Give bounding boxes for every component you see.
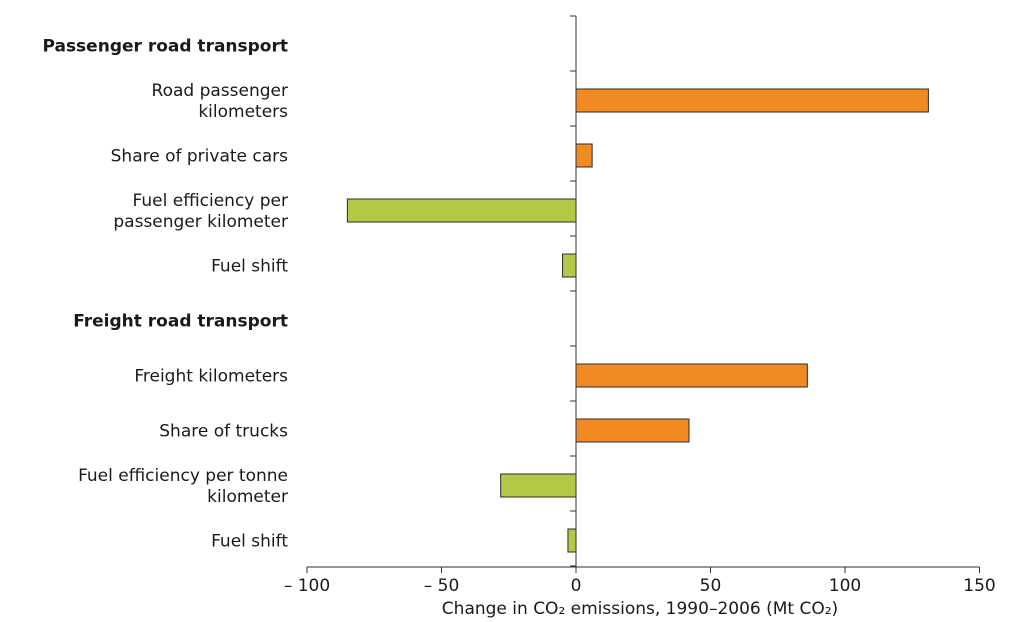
group-label: Passenger road transport — [42, 37, 288, 57]
x-axis-label: Change in CO₂ emissions, 1990–2006 (Mt C… — [442, 599, 838, 619]
bar — [346, 198, 577, 223]
bar — [575, 418, 690, 443]
category-label: Fuel shift — [211, 257, 288, 277]
bar — [562, 253, 577, 278]
category-label: Fuel efficiency per passenger kilometer — [113, 191, 288, 232]
group-label: Freight road transport — [73, 312, 288, 332]
bar — [567, 528, 577, 553]
bar — [575, 143, 593, 168]
category-label: Road passenger kilometers — [152, 81, 289, 122]
category-label: Fuel shift — [211, 532, 288, 552]
category-label: Share of trucks — [159, 422, 288, 442]
category-label: Share of private cars — [111, 147, 289, 167]
x-tick-label: – 100 — [284, 576, 330, 596]
bar — [575, 88, 929, 113]
x-tick-label: 150 — [963, 576, 995, 596]
category-label: Freight kilometers — [134, 367, 288, 387]
category-label: Fuel efficiency per tonne kilometer — [78, 466, 288, 507]
x-tick-label: 0 — [571, 576, 582, 596]
bars-layer — [346, 88, 929, 553]
category-labels-layer: Passenger road transport Road passenger ki… — [42, 37, 288, 552]
bar — [500, 473, 577, 498]
axes-layer: – 100 – 50 0 50 100 150 — [284, 15, 996, 596]
x-tick-label: 50 — [700, 576, 722, 596]
x-tick-label: 100 — [829, 576, 861, 596]
x-tick-label: – 50 — [424, 576, 460, 596]
bar — [575, 363, 808, 388]
